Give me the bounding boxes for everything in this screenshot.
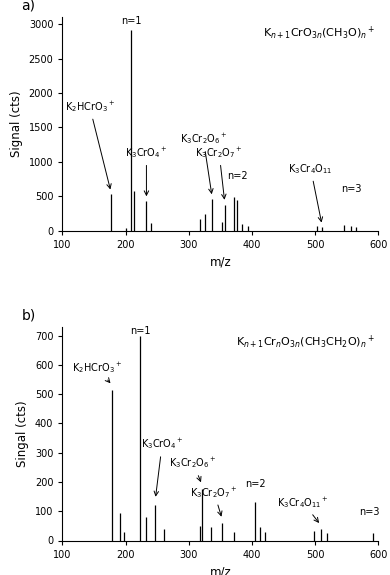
- Text: n=2: n=2: [227, 171, 248, 181]
- Text: n=1: n=1: [130, 325, 151, 336]
- Text: n=3: n=3: [342, 183, 362, 194]
- Text: n=2: n=2: [245, 480, 266, 489]
- Text: n=1: n=1: [121, 16, 142, 25]
- Text: K$_3$Cr$_2$O$_6$$^+$: K$_3$Cr$_2$O$_6$$^+$: [170, 455, 217, 481]
- X-axis label: m/z: m/z: [209, 565, 231, 575]
- Y-axis label: Singal (cts): Singal (cts): [16, 400, 29, 467]
- Text: K$_2$HCrO$_3$$^+$: K$_2$HCrO$_3$$^+$: [65, 99, 115, 189]
- Text: n=3: n=3: [359, 507, 380, 517]
- Text: K$_3$Cr$_4$O$_{11}$: K$_3$Cr$_4$O$_{11}$: [289, 162, 333, 221]
- Text: K$_2$HCrO$_3$$^+$: K$_2$HCrO$_3$$^+$: [72, 361, 122, 382]
- Text: K$_{n+1}$Cr$_n$O$_{3n}$(CH$_3$CH$_2$O)$_n$$^+$: K$_{n+1}$Cr$_n$O$_{3n}$(CH$_3$CH$_2$O)$_…: [236, 334, 375, 350]
- Text: K$_3$Cr$_2$O$_7$$^+$: K$_3$Cr$_2$O$_7$$^+$: [190, 485, 238, 516]
- Text: K$_{n+1}$CrO$_{3n}$(CH$_3$O)$_n$$^+$: K$_{n+1}$CrO$_{3n}$(CH$_3$O)$_n$$^+$: [263, 24, 375, 41]
- Y-axis label: Signal (cts): Signal (cts): [10, 91, 23, 158]
- X-axis label: m/z: m/z: [209, 255, 231, 269]
- Text: a): a): [21, 0, 35, 13]
- Text: K$_3$Cr$_4$O$_{11}$$^+$: K$_3$Cr$_4$O$_{11}$$^+$: [277, 495, 329, 522]
- Text: K$_3$Cr$_2$O$_7$$^+$: K$_3$Cr$_2$O$_7$$^+$: [195, 145, 243, 199]
- Text: K$_3$CrO$_4$$^+$: K$_3$CrO$_4$$^+$: [141, 436, 184, 496]
- Text: K$_3$CrO$_4$$^+$: K$_3$CrO$_4$$^+$: [125, 145, 168, 196]
- Text: K$_3$Cr$_2$O$_6$$^+$: K$_3$Cr$_2$O$_6$$^+$: [179, 131, 227, 193]
- Text: b): b): [21, 309, 35, 323]
